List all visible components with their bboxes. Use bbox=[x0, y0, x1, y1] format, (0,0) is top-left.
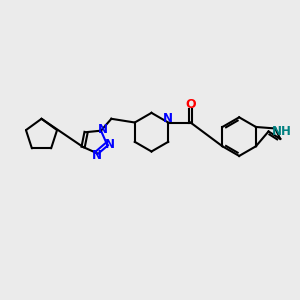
Text: N: N bbox=[105, 138, 115, 151]
Text: N: N bbox=[163, 112, 173, 125]
Text: NH: NH bbox=[272, 125, 292, 138]
Text: O: O bbox=[185, 98, 196, 111]
Text: N: N bbox=[92, 149, 101, 162]
Text: N: N bbox=[98, 123, 107, 136]
